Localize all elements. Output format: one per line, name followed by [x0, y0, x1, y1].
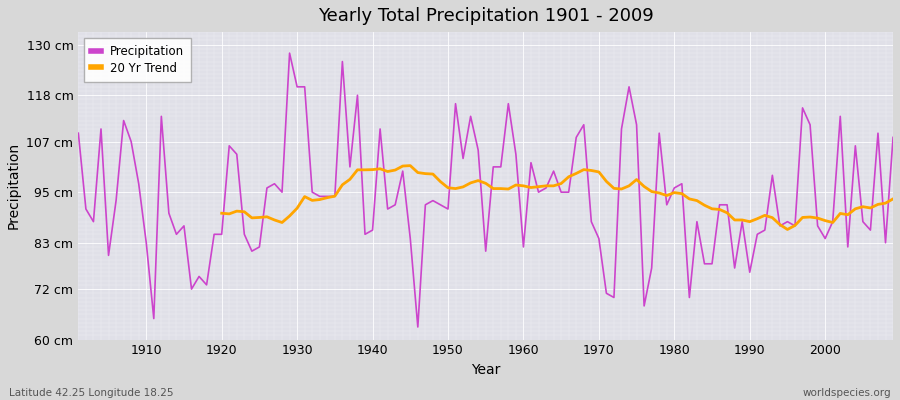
Precipitation: [73, 131, 84, 136]
Precipitation: [307, 190, 318, 194]
Precipitation: [624, 84, 634, 89]
Precipitation: [533, 190, 544, 194]
20 Yr Trend: [873, 202, 884, 207]
20 Yr Trend: [887, 196, 898, 201]
20 Yr Trend: [428, 172, 438, 176]
Title: Yearly Total Precipitation 1901 - 2009: Yearly Total Precipitation 1901 - 2009: [318, 7, 653, 25]
Y-axis label: Precipitation: Precipitation: [7, 142, 21, 230]
Precipitation: [887, 135, 898, 140]
20 Yr Trend: [789, 223, 800, 228]
20 Yr Trend: [307, 198, 318, 203]
20 Yr Trend: [405, 163, 416, 168]
Precipitation: [133, 181, 144, 186]
Text: worldspecies.org: worldspecies.org: [803, 388, 891, 398]
20 Yr Trend: [782, 227, 793, 232]
20 Yr Trend: [216, 211, 227, 216]
Precipitation: [412, 324, 423, 329]
20 Yr Trend: [805, 215, 815, 220]
Line: 20 Yr Trend: 20 Yr Trend: [221, 166, 893, 230]
Precipitation: [526, 160, 536, 165]
Precipitation: [284, 51, 295, 56]
Legend: Precipitation, 20 Yr Trend: Precipitation, 20 Yr Trend: [85, 38, 192, 82]
Precipitation: [352, 93, 363, 98]
Line: Precipitation: Precipitation: [78, 53, 893, 327]
X-axis label: Year: Year: [471, 363, 500, 377]
20 Yr Trend: [691, 198, 702, 203]
Text: Latitude 42.25 Longitude 18.25: Latitude 42.25 Longitude 18.25: [9, 388, 174, 398]
